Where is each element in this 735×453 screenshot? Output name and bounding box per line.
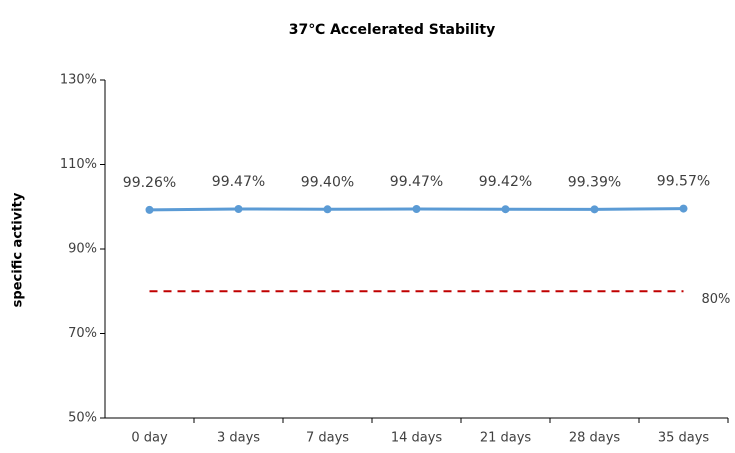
y-tick-label: 50% <box>68 411 97 426</box>
data-label: 99.57% <box>657 174 710 190</box>
reference-label: 80% <box>702 292 731 307</box>
data-label: 99.47% <box>390 174 443 190</box>
data-label: 99.39% <box>568 174 621 190</box>
x-tick-label: 3 days <box>217 431 260 446</box>
chart-title: 37℃ Accelerated Stability <box>289 22 495 38</box>
x-tick-label: 14 days <box>391 431 443 446</box>
data-label: 99.26% <box>123 175 176 191</box>
point <box>234 204 243 213</box>
data-label: 99.42% <box>479 174 532 190</box>
x-tick-label: 7 days <box>306 431 349 446</box>
y-tick-label: 110% <box>60 157 97 172</box>
y-tick-label: 130% <box>60 73 97 88</box>
point <box>145 205 154 214</box>
point <box>679 204 688 213</box>
y-axis-label: specific activity <box>11 192 26 307</box>
x-tick-label: 35 days <box>658 431 710 446</box>
x-tick-label: 28 days <box>569 431 621 446</box>
y-tick-label: 70% <box>68 326 97 341</box>
point <box>590 205 599 214</box>
data-label: 99.40% <box>301 174 354 190</box>
point <box>501 205 510 214</box>
x-tick-label: 0 day <box>131 431 168 446</box>
y-tick-label: 90% <box>68 242 97 257</box>
point <box>412 204 421 213</box>
x-tick-label: 21 days <box>480 431 532 446</box>
data-label: 99.47% <box>212 174 265 190</box>
point <box>323 205 332 214</box>
